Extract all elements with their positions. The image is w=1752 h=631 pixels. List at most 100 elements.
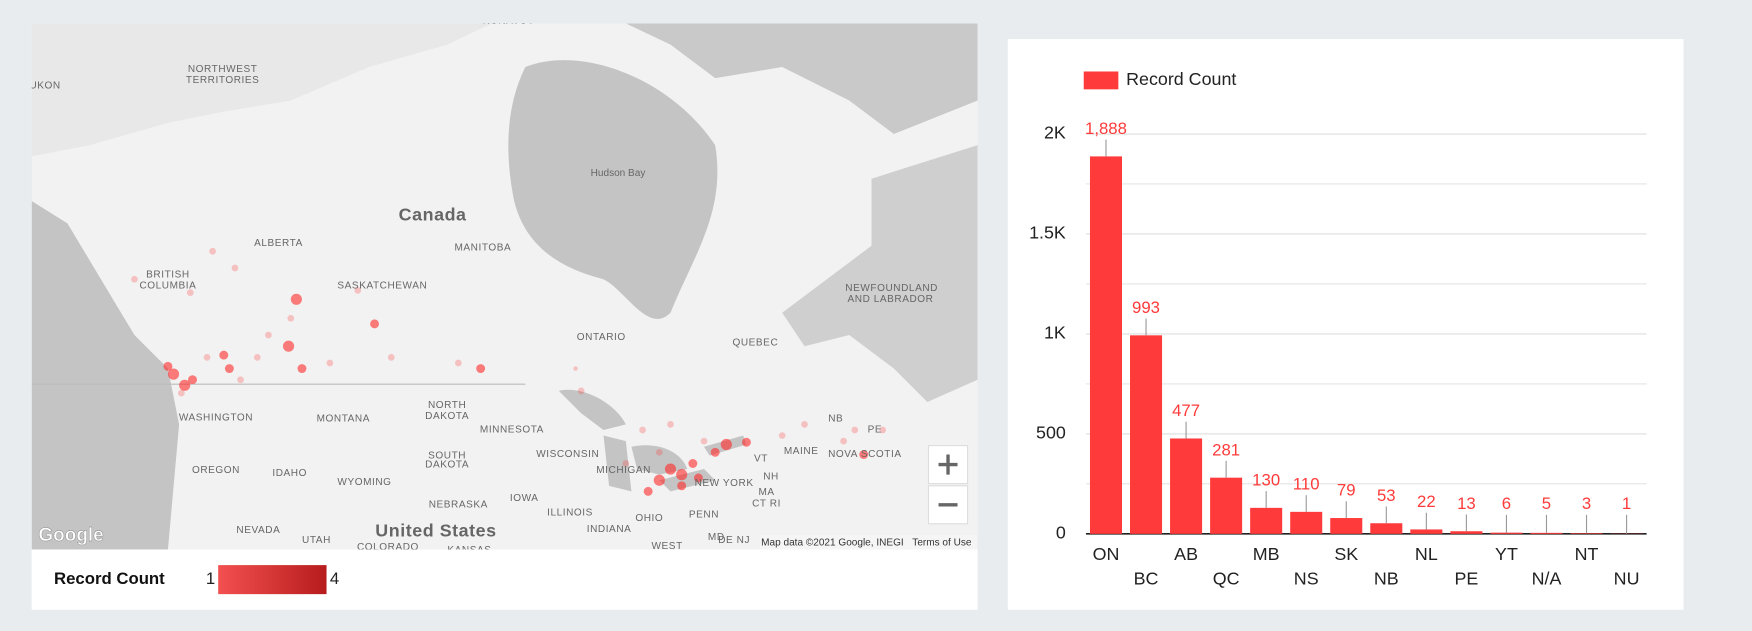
map-point (282, 340, 295, 352)
bar (1130, 335, 1163, 534)
map-point (237, 376, 244, 384)
map-point (454, 359, 462, 367)
bar (1530, 532, 1563, 534)
bar (1210, 477, 1243, 534)
arctic-water (625, 23, 978, 135)
bar (1570, 533, 1603, 534)
map-point (203, 354, 211, 361)
map-logo: Google (38, 525, 103, 546)
map-point (859, 450, 869, 460)
map[interactable]: NUNAVUTUKONNORTHWESTTERRITORIESHudson Ba… (29, 16, 978, 556)
map-legend-gradient (218, 565, 327, 595)
map-label: MICHIGAN (596, 465, 651, 476)
value-label: 993 (1132, 298, 1160, 317)
value-label: 281 (1212, 440, 1240, 459)
map-label: NB (828, 413, 843, 424)
map-point (224, 364, 234, 374)
value-label: 1 (1622, 494, 1631, 513)
terms-link[interactable]: Terms of Use (912, 537, 972, 548)
map-point (186, 289, 194, 296)
x-tick-label: NB (1374, 568, 1399, 588)
map-legend-max: 4 (330, 569, 339, 588)
map-point (219, 350, 229, 360)
map-point (700, 437, 708, 445)
x-tick-label: NL (1415, 544, 1438, 564)
map-point (573, 366, 578, 371)
map-label: NUNAVUT (483, 16, 535, 27)
map-label: NEVADA (236, 525, 280, 536)
map-point (879, 426, 887, 434)
value-label: 53 (1377, 486, 1396, 505)
map-label: IOWA (510, 493, 539, 504)
north-land (31, 23, 492, 157)
bar (1490, 532, 1523, 534)
bar (1089, 156, 1123, 534)
value-label: 5 (1542, 494, 1551, 513)
map-label: INDIANA (587, 524, 632, 535)
map-point (851, 426, 859, 434)
map-point (653, 474, 665, 486)
map-label: MAINE (784, 446, 819, 457)
bar (1250, 507, 1283, 534)
map-point (676, 469, 688, 481)
x-tick-label: NS (1294, 568, 1319, 588)
y-tick-label: 0 (1056, 523, 1066, 543)
map-label: BRITISH (146, 269, 190, 280)
map-point (741, 437, 751, 447)
map-point (622, 460, 630, 467)
value-label: 1,888 (1085, 119, 1127, 138)
x-tick-label: ON (1093, 544, 1120, 564)
map-point (677, 481, 687, 491)
map-label: QUEBEC (732, 338, 778, 349)
map-label: NH (763, 472, 779, 483)
bar-chart: Record Count 0 500 1K 1.5K 2K ON 1,888 BC 993 AB 4… (1029, 69, 1647, 588)
map-label: OHIO (635, 513, 663, 524)
map-point (655, 448, 663, 456)
map-label: UTAH (302, 535, 331, 546)
map-label: DAKOTA (425, 459, 469, 470)
map-point (667, 421, 674, 428)
map-label: Hudson Bay (591, 168, 646, 179)
bar (1290, 511, 1323, 534)
atlantic (782, 145, 978, 403)
map-point (177, 389, 185, 397)
map-label: COLORADO (357, 542, 419, 553)
zoom-in[interactable] (927, 445, 969, 485)
map-point (710, 447, 720, 457)
x-tick-label: YT (1495, 544, 1518, 564)
map-label: WASHINGTON (179, 412, 253, 423)
map-point (664, 463, 677, 475)
x-tick-label: BC (1134, 568, 1159, 588)
map-label: TERRITORIES (186, 75, 260, 86)
map-label: NEWFOUNDLAND (845, 283, 938, 294)
value-label: 6 (1502, 494, 1511, 513)
map-label: ALBERTA (254, 238, 303, 249)
map-point (639, 426, 646, 434)
map-point (778, 432, 786, 439)
zoom-out[interactable] (927, 485, 969, 525)
attribution: Map data ©2021 Google, INEGI (761, 537, 904, 548)
y-tick-label: 500 (1036, 423, 1066, 443)
bar (1330, 518, 1363, 534)
map-labels: NUNAVUTUKONNORTHWESTTERRITORIESHudson Ba… (29, 16, 938, 553)
map-point (840, 437, 847, 445)
map-label: ILLINOIS (547, 507, 593, 518)
map-label: PE (868, 425, 883, 436)
map-point (265, 331, 272, 339)
map-label: SASKATCHEWAN (337, 281, 427, 292)
map-point (387, 354, 395, 361)
map-point (643, 486, 653, 496)
x-tick-label: QC (1213, 568, 1240, 588)
map-label: AND LABRADOR (848, 294, 934, 305)
map-point (297, 364, 307, 374)
value-label: 3 (1582, 494, 1591, 513)
map-label: NORTH (428, 400, 466, 411)
map-legend-panel (31, 549, 978, 610)
legend-label: Record Count (1126, 69, 1236, 89)
attribution-bg (759, 534, 978, 550)
map-label: OREGON (192, 465, 240, 476)
map-label: DE NJ (718, 535, 750, 546)
map-label: UKON (29, 81, 60, 92)
value-label: 477 (1172, 401, 1200, 420)
